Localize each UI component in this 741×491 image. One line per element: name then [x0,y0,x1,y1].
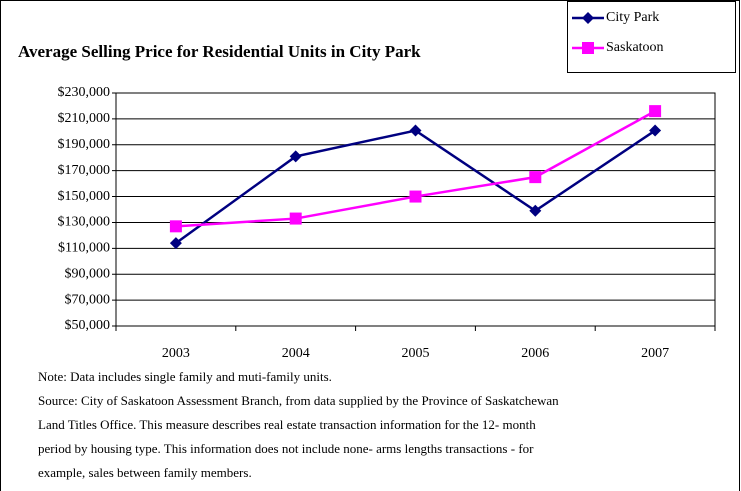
x-tick-label: 2004 [282,346,310,361]
legend-box [567,1,736,73]
y-tick-label: $170,000 [58,163,111,178]
x-tick-label: 2006 [521,346,549,361]
chart-title: Average Selling Price for Residential Un… [18,42,421,61]
y-tick-label: $110,000 [58,241,110,256]
y-tick-label: $150,000 [58,189,111,204]
y-tick-label: $70,000 [65,292,111,307]
y-tick-label: $210,000 [58,111,111,126]
y-tick-label: $130,000 [58,215,111,230]
y-tick-label: $230,000 [58,85,111,100]
data-point [169,237,182,250]
data-point [169,220,182,233]
x-tick-label: 2003 [162,346,190,361]
data-point [289,150,302,163]
data-point [409,124,422,137]
legend-marker [582,12,594,24]
legend-label: City Park [606,10,659,25]
y-tick-label: $190,000 [58,137,111,152]
data-point [289,212,302,225]
legend-marker [582,42,594,54]
note-text: Land Titles Office. This measure describ… [38,417,536,432]
data-point [409,190,422,203]
data-point [529,171,542,184]
x-tick-label: 2005 [402,346,430,361]
data-point [649,124,662,137]
data-point [529,204,542,217]
note-text: example, sales between family members. [38,465,252,480]
x-tick-label: 2007 [641,346,669,361]
data-point [649,105,662,118]
y-tick-label: $50,000 [65,318,111,333]
y-tick-label: $90,000 [65,266,111,281]
note-text: Source: City of Saskatoon Assessment Bra… [38,393,559,408]
note-text: Note: Data includes single family and mu… [38,369,332,384]
legend-label: Saskatoon [606,40,664,55]
note-text: period by housing type. This information… [38,441,534,456]
